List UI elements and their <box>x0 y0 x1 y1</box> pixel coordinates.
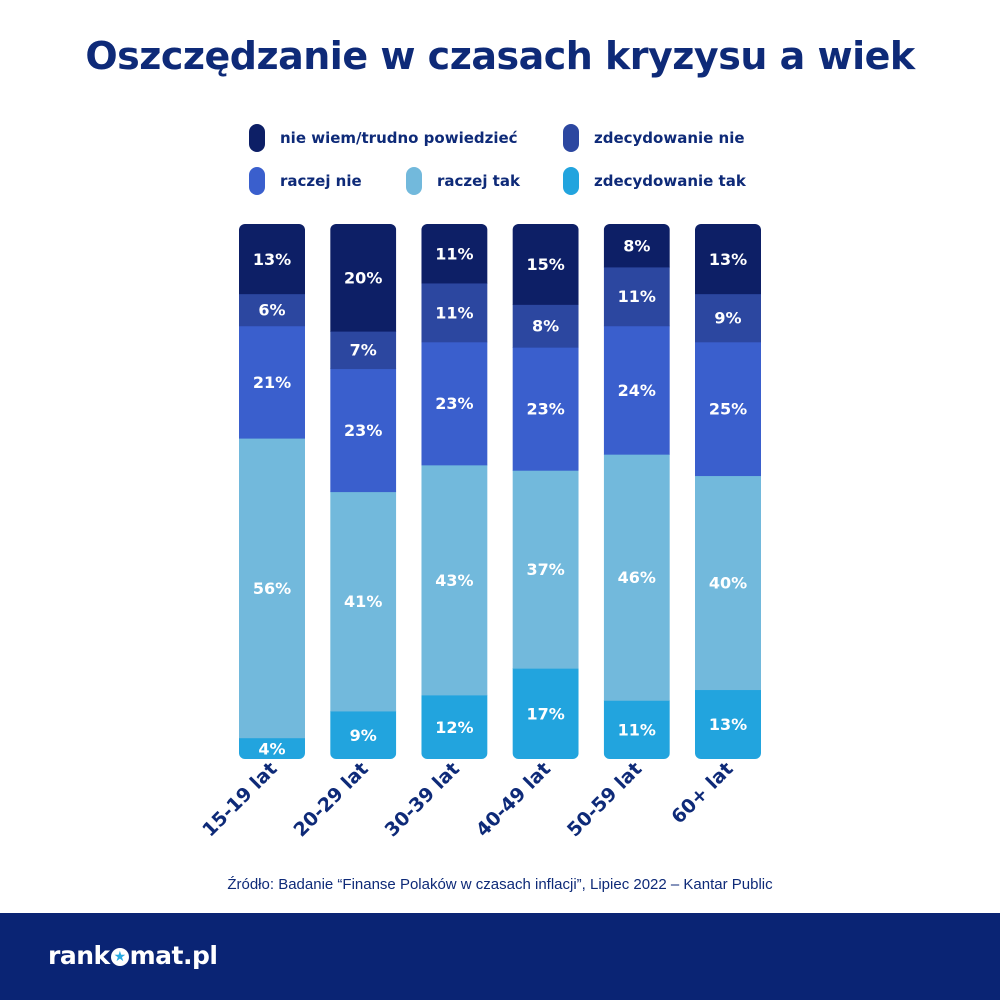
bar-value-label: 4% <box>258 739 285 758</box>
x-axis-tick-label: 50-59 lat <box>563 758 646 841</box>
bar-value-label: 9% <box>714 309 741 328</box>
bar-value-label: 21% <box>253 373 291 392</box>
bar-stack <box>421 224 488 759</box>
bar-segment <box>603 224 670 268</box>
bar-segment <box>512 668 579 759</box>
bar-segment <box>421 282 488 343</box>
bar-segment <box>512 304 579 348</box>
bar-value-label: 15% <box>526 255 564 274</box>
bar-value-label: 23% <box>435 394 473 413</box>
bar-value-label: 25% <box>709 400 747 419</box>
bar-stack <box>695 224 761 759</box>
bar-segment <box>695 341 761 477</box>
bar-value-label: 37% <box>526 560 564 579</box>
bar-segment <box>239 737 305 759</box>
bar-value-label: 11% <box>435 303 473 322</box>
bar-segment <box>421 464 488 696</box>
bar-value-label: 24% <box>618 381 656 400</box>
bar-value-label: 11% <box>618 721 656 740</box>
bar-stack <box>330 224 397 759</box>
legend-label: zdecydowanie nie <box>594 129 745 147</box>
bar-segment <box>603 700 670 759</box>
bar-segment <box>239 224 305 295</box>
legend-swatch <box>563 167 579 195</box>
bar-segment <box>239 438 305 739</box>
source-note: Źródło: Badanie “Finanse Polaków w czasa… <box>227 876 773 893</box>
bar-value-label: 41% <box>344 592 382 611</box>
bar-value-label: 17% <box>526 705 564 724</box>
bar-value-label: 23% <box>344 421 382 440</box>
legend-swatch <box>406 167 422 195</box>
bar-segment <box>695 293 761 343</box>
bar-segment <box>330 491 397 712</box>
bar-segment <box>239 325 305 439</box>
bar-segment <box>512 470 579 669</box>
footer-bar: rank mat.pl <box>0 913 1000 1000</box>
legend-swatch <box>249 124 265 152</box>
chart-title: Oszczędzanie w czasach kryzysu a wiek <box>85 34 915 78</box>
legend-label: nie wiem/trudno powiedzieć <box>280 129 518 147</box>
bar-value-label: 20% <box>344 269 382 288</box>
bar-stack <box>512 224 579 759</box>
bar-segment <box>421 694 488 759</box>
bar-value-label: 11% <box>618 287 656 306</box>
logo-text-right: mat.pl <box>129 941 218 970</box>
bar-segment <box>695 475 761 691</box>
legend-label: zdecydowanie tak <box>594 172 746 190</box>
x-axis-tick-label: 15-19 lat <box>198 758 281 841</box>
x-axis-tick-label: 20-29 lat <box>289 758 372 841</box>
x-axis-tick-label: 60+ lat <box>667 758 737 828</box>
x-axis-tick-label: 30-39 lat <box>381 758 464 841</box>
bar-segment <box>239 293 305 327</box>
legend-label: raczej tak <box>437 172 520 190</box>
legend-label: raczej nie <box>280 172 362 190</box>
legend-swatch <box>563 124 579 152</box>
stacked-bar-chart: 4% 56% 21% 6% 13% 15-19 lat 9% 41% 23% 7% 20% 20-29… <box>198 224 761 841</box>
bar-value-label: 8% <box>623 236 650 255</box>
bar-segment <box>603 266 670 327</box>
bar-value-label: 11% <box>435 244 473 263</box>
legend-item-zdecydowanie-nie: zdecydowanie nie <box>563 124 745 152</box>
bar-value-label: 13% <box>253 250 291 269</box>
legend-item-nie-wiem: nie wiem/trudno powiedzieć <box>249 124 518 152</box>
bar-segment <box>421 341 488 466</box>
legend-swatch <box>249 167 265 195</box>
bar-segment <box>330 224 397 332</box>
rankomat-logo[interactable]: rank mat.pl <box>48 941 218 970</box>
bar-segment <box>695 224 761 295</box>
bar-segment <box>330 710 397 759</box>
bar-value-label: 43% <box>435 571 473 590</box>
bar-value-label: 40% <box>709 573 747 592</box>
legend-item-zdecydowanie-tak: zdecydowanie tak <box>563 167 746 195</box>
bar-value-label: 6% <box>258 301 285 320</box>
bar-segment <box>421 224 488 284</box>
bar-value-label: 56% <box>253 579 291 598</box>
bar-value-label: 46% <box>618 568 656 587</box>
bar-value-label: 8% <box>532 317 559 336</box>
legend-item-raczej-tak: raczej tak <box>406 167 520 195</box>
bar-segment <box>512 224 579 305</box>
bar-segment <box>695 689 761 759</box>
bar-segment <box>330 368 397 493</box>
bar-stack <box>239 224 305 759</box>
star-icon <box>110 947 129 967</box>
bar-value-label: 13% <box>709 715 747 734</box>
bar-segment <box>330 331 397 370</box>
bar-value-label: 7% <box>350 341 377 360</box>
logo-text-left: rank <box>48 941 110 970</box>
bar-segment <box>603 454 670 701</box>
bar-segment <box>512 347 579 471</box>
legend-item-raczej-nie: raczej nie <box>249 167 362 195</box>
bar-value-label: 12% <box>435 718 473 737</box>
bar-stack <box>603 224 670 759</box>
bar-value-label: 13% <box>709 250 747 269</box>
x-axis-tick-label: 40-49 lat <box>472 758 555 841</box>
bar-value-label: 9% <box>350 726 377 745</box>
bar-value-label: 23% <box>526 400 564 419</box>
bar-segment <box>603 325 670 455</box>
